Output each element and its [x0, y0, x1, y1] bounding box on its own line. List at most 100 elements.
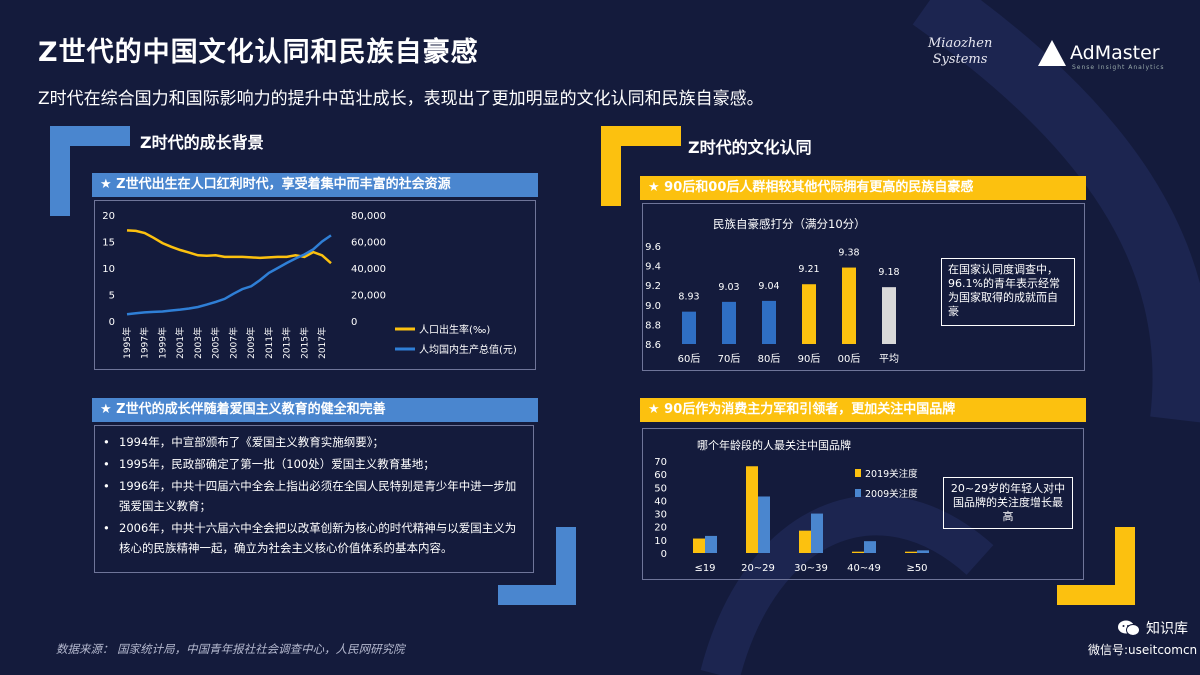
page-title: Z世代的中国文化认同和民族自豪感 [38, 37, 479, 68]
legend-label: 2019关注度 [865, 468, 918, 480]
bar [802, 284, 816, 344]
chart-title: 哪个年龄段的人最关注中国品牌 [697, 438, 851, 452]
x-tick-label: 20~29 [741, 563, 775, 574]
left-bottom-bracket [498, 527, 576, 605]
admaster-logo-text: AdMaster [1070, 42, 1160, 64]
brand-attention-chart: 哪个年龄段的人最关注中国品牌 0 10 20 30 40 50 60 70 ≤19 20~29 30~… [654, 438, 929, 574]
left-box1-header: ★ Z世代出生在人口红利时代，享受着集中而丰富的社会资源 [92, 173, 538, 197]
bar [722, 301, 736, 344]
legend-swatch [855, 489, 861, 497]
data-label: 8.93 [678, 292, 699, 303]
admaster-triangle-icon [1038, 40, 1066, 66]
list-item: 1996年，中共十四届六中全会上指出必须在全国人民特别是青少年中进一步加强爱国主… [103, 476, 523, 516]
y-tick-label: 9.4 [645, 262, 661, 273]
right-bottom-bracket [1057, 527, 1135, 605]
legend-swatch [855, 469, 861, 477]
y-tick-label: 9.2 [645, 281, 661, 292]
y-tick-label: 10 [654, 536, 667, 547]
bar [758, 496, 770, 553]
right-corner-bracket [601, 126, 681, 206]
y-right-tick-label: 40,000 [351, 264, 386, 275]
bar [705, 535, 717, 553]
x-tick-label: 1995年 [121, 327, 133, 359]
brand-note-box: 20~29岁的年轻人对中国品牌的关注度增长最高 [943, 477, 1073, 529]
bar [917, 550, 929, 553]
x-tick-label: 2003年 [192, 327, 204, 359]
y-right-tick-label: 0 [351, 317, 357, 328]
y-tick-label: 8.8 [645, 320, 661, 331]
legend-label: 人均国内生产总值(元) [419, 343, 517, 356]
miaozhen-logo-line2: Systems [932, 52, 988, 67]
x-tick-label: 30~39 [794, 563, 828, 574]
right-box1-panel: 民族自豪感打分（满分10分） 8.6 8.8 9.0 9.2 9.4 9.6 8.93 60后 9… [642, 203, 1085, 371]
series-line [126, 234, 332, 316]
bar [811, 513, 823, 553]
y-tick-label: 70 [654, 457, 667, 468]
x-tick-label: 2017年 [316, 327, 328, 359]
list-item: 2006年，中共十六届六中全会把以改革创新为核心的时代精神与以爱国主义为核心的民… [103, 518, 523, 558]
x-tick-label: 2011年 [263, 327, 275, 359]
x-tick-label: 70后 [718, 353, 741, 365]
data-label: 9.03 [718, 282, 739, 293]
x-tick-label: 2001年 [174, 327, 186, 359]
miaozhen-logo-line1: Miaozhen [928, 36, 993, 51]
y-left-tick-label: 20 [102, 211, 115, 222]
legend-label: 2009关注度 [865, 488, 918, 500]
bar [693, 538, 705, 553]
x-tick-label: 2013年 [281, 327, 293, 359]
x-tick-label: 1999年 [156, 327, 168, 359]
y-tick-label: 50 [654, 483, 667, 494]
y-right-tick-label: 60,000 [351, 238, 386, 249]
x-tick-label: 60后 [678, 353, 701, 365]
pride-note-box: 在国家认同度调查中，96.1%的青年表示经常为国家取得的成就而自豪 [941, 258, 1075, 326]
data-label: 9.38 [838, 248, 859, 259]
x-tick-label: 2007年 [227, 327, 239, 359]
right-box1-header: ★ 90后和00后人群相较其他代际拥有更高的民族自豪感 [640, 176, 1086, 200]
y-tick-label: 9.6 [645, 242, 661, 253]
y-left-tick-label: 5 [109, 291, 115, 302]
y-tick-label: 30 [654, 510, 667, 521]
y-left-tick-label: 0 [109, 317, 115, 328]
wechat-id: 微信号:useitcomcn [1088, 643, 1198, 657]
bar [905, 551, 917, 553]
bar [882, 287, 896, 344]
y-tick-label: 60 [654, 470, 667, 481]
bar [799, 530, 811, 553]
x-tick-label: 40~49 [847, 563, 881, 574]
data-label: 9.21 [798, 264, 819, 275]
miaozhen-logo: Miaozhen Systems [928, 36, 992, 68]
pride-score-chart: 民族自豪感打分（满分10分） 8.6 8.8 9.0 9.2 9.4 9.6 8.93 60后 9… [645, 217, 899, 365]
bar [864, 541, 876, 553]
y-left-tick-label: 15 [102, 238, 115, 249]
x-tick-label: ≤19 [694, 563, 715, 574]
x-tick-label: 2015年 [298, 327, 310, 359]
bar [746, 466, 758, 553]
y-left-tick-label: 10 [102, 264, 115, 275]
y-tick-label: 20 [654, 523, 667, 534]
right-box2-header: ★ 90后作为消费主力军和引领者，更加关注中国品牌 [640, 398, 1086, 422]
x-tick-label: 80后 [758, 353, 781, 365]
x-tick-label: 2005年 [210, 327, 222, 359]
education-list: 1994年，中宣部颁布了《爱国主义教育实施纲要》； 1995年，民政部确定了第一… [95, 426, 533, 558]
series-line [126, 229, 332, 265]
admaster-tagline: Sense Insight Analytics [1072, 64, 1165, 71]
birth-rate-gdp-chart: 0 5 10 15 20 0 20,000 40,000 60,000 80,000 1995年 19… [102, 211, 517, 359]
left-corner-bracket [50, 126, 130, 216]
left-box1-panel: 0 5 10 15 20 0 20,000 40,000 60,000 80,000 1995年 19… [94, 200, 536, 370]
y-tick-label: 8.6 [645, 340, 661, 351]
x-tick-label: 平均 [879, 353, 899, 365]
wechat-icon [1118, 620, 1140, 636]
x-tick-label: ≥50 [906, 563, 927, 574]
left-box2-panel: 1994年，中宣部颁布了《爱国主义教育实施纲要》； 1995年，民政部确定了第一… [94, 425, 534, 573]
list-item: 1995年，民政部确定了第一批（100处）爱国主义教育基地； [103, 454, 523, 474]
x-tick-label: 2009年 [245, 327, 257, 359]
y-right-tick-label: 80,000 [351, 211, 386, 222]
y-right-tick-label: 20,000 [351, 291, 386, 302]
bar [682, 311, 696, 344]
left-box2-header: ★ Z世代的成长伴随着爱国主义教育的健全和完善 [92, 398, 538, 422]
x-tick-label: 90后 [798, 353, 821, 365]
left-section-title: Z时代的成长背景 [140, 133, 264, 152]
bar [762, 300, 776, 344]
y-tick-label: 0 [661, 549, 667, 560]
